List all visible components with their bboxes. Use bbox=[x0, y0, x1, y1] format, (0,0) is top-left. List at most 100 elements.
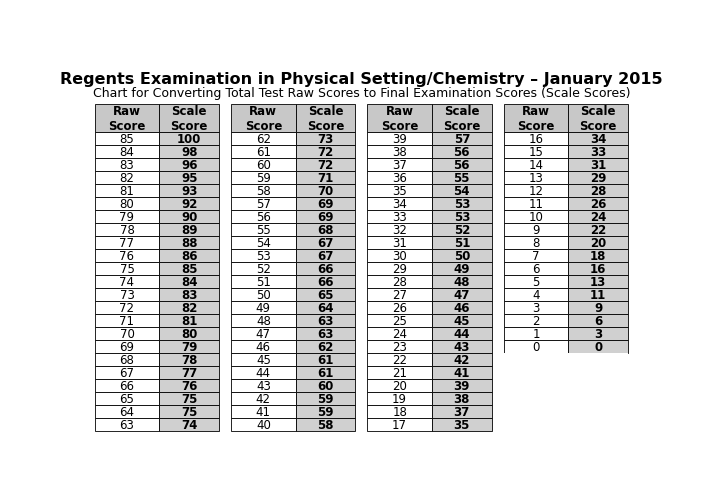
Text: 6: 6 bbox=[594, 315, 602, 327]
Text: 68: 68 bbox=[120, 353, 135, 366]
Text: 75: 75 bbox=[120, 263, 135, 276]
Bar bbox=[295, 406, 355, 418]
Text: 54: 54 bbox=[256, 237, 271, 250]
Bar bbox=[94, 366, 159, 380]
Bar bbox=[159, 327, 219, 341]
Text: 28: 28 bbox=[590, 185, 606, 198]
Text: 78: 78 bbox=[181, 353, 197, 366]
Bar bbox=[367, 327, 432, 341]
Text: 19: 19 bbox=[392, 392, 407, 406]
Text: 10: 10 bbox=[529, 211, 544, 224]
Text: Chart for Converting Total Test Raw Scores to Final Examination Scores (Scale Sc: Chart for Converting Total Test Raw Scor… bbox=[92, 87, 630, 100]
Text: 34: 34 bbox=[590, 133, 606, 146]
Bar bbox=[503, 133, 568, 146]
Text: 51: 51 bbox=[256, 276, 271, 288]
Bar bbox=[295, 315, 355, 327]
Text: 56: 56 bbox=[256, 211, 271, 224]
Text: 26: 26 bbox=[590, 198, 606, 211]
Text: 62: 62 bbox=[256, 133, 271, 146]
Text: 55: 55 bbox=[453, 172, 470, 185]
Text: 63: 63 bbox=[317, 327, 333, 341]
Bar bbox=[295, 288, 355, 302]
Text: Scale
Score: Scale Score bbox=[443, 105, 481, 133]
Text: 80: 80 bbox=[120, 198, 135, 211]
Bar bbox=[159, 418, 219, 431]
Bar bbox=[159, 276, 219, 288]
Bar bbox=[568, 263, 628, 276]
Text: 81: 81 bbox=[120, 185, 135, 198]
Bar bbox=[231, 353, 295, 366]
Text: 46: 46 bbox=[256, 341, 271, 353]
Bar bbox=[367, 211, 432, 224]
Text: 55: 55 bbox=[256, 224, 271, 237]
Bar bbox=[94, 172, 159, 185]
Text: 31: 31 bbox=[392, 237, 407, 250]
Bar bbox=[295, 133, 355, 146]
Bar bbox=[503, 159, 568, 172]
Text: 9: 9 bbox=[594, 302, 602, 315]
Text: 63: 63 bbox=[120, 418, 135, 431]
Bar bbox=[231, 327, 295, 341]
Text: 20: 20 bbox=[590, 237, 606, 250]
Text: 9: 9 bbox=[532, 224, 540, 237]
Bar bbox=[94, 276, 159, 288]
Bar bbox=[432, 406, 491, 418]
Text: 4: 4 bbox=[532, 288, 540, 302]
Text: 29: 29 bbox=[392, 263, 407, 276]
Bar bbox=[503, 353, 628, 366]
Bar bbox=[231, 159, 295, 172]
Text: 58: 58 bbox=[317, 418, 333, 431]
Text: 38: 38 bbox=[392, 146, 407, 159]
Text: 68: 68 bbox=[317, 224, 333, 237]
Text: 42: 42 bbox=[256, 392, 271, 406]
Text: 82: 82 bbox=[181, 302, 197, 315]
Text: 38: 38 bbox=[453, 392, 470, 406]
Text: 22: 22 bbox=[590, 224, 606, 237]
Text: 29: 29 bbox=[590, 172, 606, 185]
Bar bbox=[367, 104, 432, 133]
Text: 37: 37 bbox=[392, 159, 407, 172]
Bar bbox=[231, 315, 295, 327]
Bar bbox=[432, 418, 491, 431]
Text: 75: 75 bbox=[181, 392, 197, 406]
Text: 21: 21 bbox=[392, 366, 407, 380]
Bar bbox=[231, 172, 295, 185]
Bar bbox=[568, 133, 628, 146]
Text: 11: 11 bbox=[529, 198, 544, 211]
Bar bbox=[503, 276, 568, 288]
Bar bbox=[295, 159, 355, 172]
Bar bbox=[432, 380, 491, 392]
Text: 59: 59 bbox=[317, 406, 333, 418]
Text: 72: 72 bbox=[317, 146, 333, 159]
Bar bbox=[503, 198, 568, 211]
Text: 67: 67 bbox=[317, 250, 333, 263]
Bar bbox=[159, 172, 219, 185]
Bar bbox=[367, 302, 432, 315]
Bar bbox=[503, 185, 568, 198]
Text: 83: 83 bbox=[181, 288, 197, 302]
Bar bbox=[503, 366, 628, 380]
Bar bbox=[159, 315, 219, 327]
Bar bbox=[94, 185, 159, 198]
Text: 42: 42 bbox=[453, 353, 470, 366]
Bar bbox=[231, 418, 295, 431]
Bar bbox=[503, 288, 568, 302]
Bar bbox=[432, 288, 491, 302]
Bar bbox=[432, 366, 491, 380]
Text: 61: 61 bbox=[256, 146, 271, 159]
Text: 22: 22 bbox=[392, 353, 407, 366]
Text: 46: 46 bbox=[453, 302, 470, 315]
Bar bbox=[432, 302, 491, 315]
Text: 56: 56 bbox=[453, 159, 470, 172]
Bar bbox=[231, 250, 295, 263]
Bar bbox=[231, 133, 295, 146]
Bar bbox=[295, 237, 355, 250]
Bar bbox=[503, 341, 568, 353]
Text: 72: 72 bbox=[317, 159, 333, 172]
Text: 69: 69 bbox=[317, 211, 333, 224]
Text: 72: 72 bbox=[120, 302, 135, 315]
Text: 3: 3 bbox=[532, 302, 539, 315]
Bar bbox=[432, 146, 491, 159]
Text: 69: 69 bbox=[317, 198, 333, 211]
Bar bbox=[94, 237, 159, 250]
